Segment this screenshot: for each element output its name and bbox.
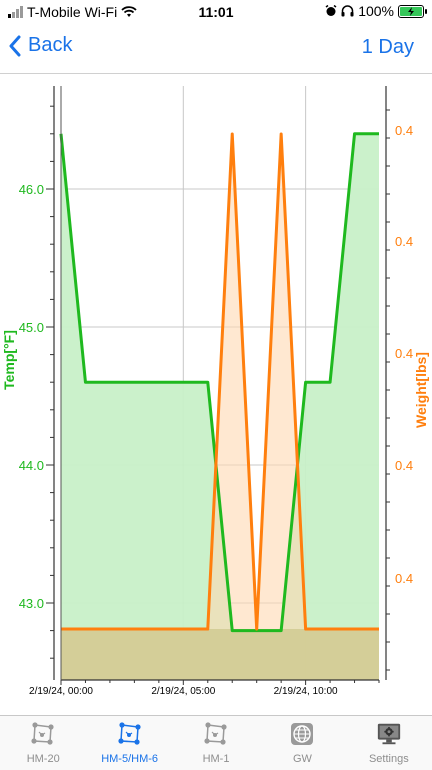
battery-icon — [398, 4, 427, 18]
left-tick-label: 43.0 — [19, 596, 44, 611]
overlap-area — [61, 629, 379, 680]
status-time: 11:01 — [198, 4, 234, 20]
range-button[interactable]: 1 Day — [361, 36, 414, 58]
carrier-label: T-Mobile Wi-Fi — [27, 4, 118, 20]
back-label: Back — [28, 34, 73, 56]
signal-icon — [8, 6, 23, 18]
left-tick-label: 44.0 — [19, 458, 44, 473]
network-icon — [117, 721, 143, 747]
tab-hm-1[interactable]: HM-1 — [173, 716, 259, 770]
tab-hm-20[interactable]: HM-20 — [0, 716, 86, 770]
headphones-icon — [341, 5, 354, 17]
tab-label: GW — [292, 753, 312, 765]
network-icon — [203, 721, 229, 747]
settings-monitor-icon — [376, 721, 402, 747]
right-tick-label: 0.4 — [395, 346, 413, 361]
tab-gw[interactable]: GW — [259, 716, 345, 770]
x-tick-label: 2/19/24, 00:00 — [29, 686, 93, 697]
carrier-group: T-Mobile Wi-Fi — [8, 4, 137, 20]
back-button[interactable]: Back — [8, 34, 72, 57]
right-tick-label: 0.4 — [395, 458, 413, 473]
chart-area: 46.0 45.0 44.0 43.0 0.4 0.4 0.4 0.4 0.4 Temp[°F] W… — [0, 80, 432, 700]
wifi-icon — [121, 6, 137, 17]
left-tick-label: 45.0 — [19, 320, 44, 335]
right-tick-label: 0.4 — [395, 123, 413, 138]
tab-settings[interactable]: Settings — [346, 716, 432, 770]
chevron-left-icon — [9, 35, 21, 56]
right-tick-label: 0.4 — [395, 234, 413, 249]
x-tick-label: 2/19/24, 10:00 — [274, 686, 338, 697]
status-bar: T-Mobile Wi-Fi 11:01 100% — [0, 0, 432, 24]
tab-label: HM-20 — [26, 753, 60, 765]
weight-line — [61, 132, 379, 631]
network-icon — [30, 721, 56, 747]
tab-bar: HM-20 HM-5/HM-6 HM-1 GW — [0, 715, 432, 770]
right-axis-label: Weight[lbs] — [413, 352, 429, 428]
tab-hm-5-hm-6[interactable]: HM-5/HM-6 — [86, 716, 172, 770]
left-tick-label: 46.0 — [19, 182, 44, 197]
tab-label: Settings — [368, 753, 409, 765]
battery-percent: 100% — [358, 3, 394, 19]
left-axis-label: Temp[°F] — [1, 330, 17, 390]
tab-label: HM-5/HM-6 — [101, 753, 159, 765]
temperature-weight-chart: 46.0 45.0 44.0 43.0 0.4 0.4 0.4 0.4 0.4 Temp[°F] W… — [1, 86, 429, 697]
x-tick-label: 2/19/24, 05:00 — [151, 686, 215, 697]
temp-line — [59, 132, 379, 633]
status-right-group: 100% — [325, 3, 427, 19]
navigation-bar: Back 1 Day — [0, 24, 432, 74]
tab-label: HM-1 — [202, 753, 230, 765]
globe-icon — [289, 721, 315, 747]
right-tick-label: 0.4 — [395, 571, 413, 586]
alarm-icon — [325, 5, 337, 16]
